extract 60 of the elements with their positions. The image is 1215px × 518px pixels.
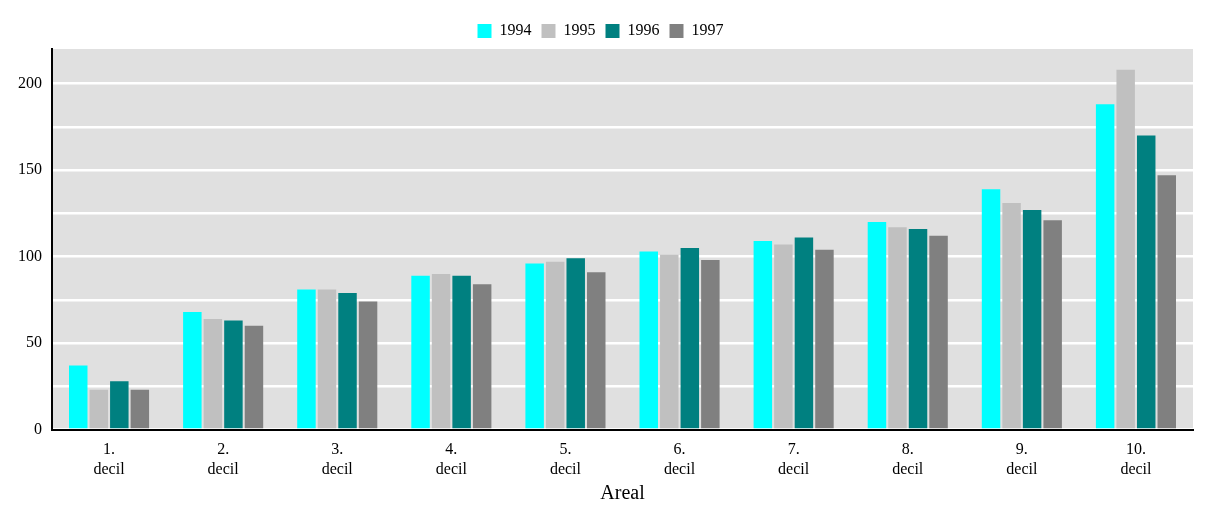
bar: [1136, 135, 1156, 429]
y-tick-label: 0: [34, 419, 42, 437]
bar: [1043, 220, 1062, 429]
bar: [680, 247, 700, 429]
x-axis-title: Areal: [600, 481, 646, 504]
bar: [203, 318, 223, 429]
y-tick-label: 100: [18, 246, 42, 264]
x-tick-label: 7. decil: [778, 440, 810, 477]
bar: [183, 311, 202, 429]
legend-label: 1996: [627, 21, 660, 39]
x-tick-label: 1. decil: [93, 440, 126, 477]
legend-label: 1995: [563, 21, 596, 39]
bar: [701, 260, 720, 429]
bar: [566, 258, 585, 429]
bar: [545, 261, 565, 429]
bar: [888, 227, 907, 429]
bar: [297, 289, 316, 429]
bar: [981, 189, 1001, 429]
bar: [929, 235, 948, 429]
bar: [815, 249, 834, 429]
bar: [472, 284, 492, 429]
bar: [525, 263, 544, 429]
bar: [1002, 202, 1021, 429]
y-tick-label: 200: [18, 73, 42, 91]
x-tick-label: 2. decil: [207, 440, 240, 477]
bar: [908, 228, 928, 429]
x-tick-label: 5. decil: [549, 440, 582, 477]
bar: [69, 365, 88, 429]
x-tick-label: 8. decil: [892, 440, 924, 477]
x-tick-label: 4. decil: [435, 440, 468, 477]
bar: [431, 273, 451, 429]
bar: [660, 254, 679, 429]
bar: [452, 275, 471, 429]
bar: [587, 272, 606, 429]
bar: [1116, 69, 1135, 429]
legend-label: 1994: [499, 21, 532, 39]
bar: [224, 320, 243, 429]
x-tick-label: 10. decil: [1120, 440, 1153, 477]
bar: [1095, 104, 1115, 429]
legend-label: 1997: [691, 21, 724, 39]
bar: [753, 241, 773, 429]
bar: [1022, 209, 1042, 429]
bar: [358, 301, 378, 429]
bar: [89, 389, 109, 429]
bar: [317, 289, 337, 429]
bar: [130, 389, 150, 429]
x-tick-label: 3. decil: [321, 440, 354, 477]
bar: [411, 275, 430, 429]
bar: [1157, 175, 1176, 429]
y-tick-label: 50: [26, 333, 42, 351]
bar: [639, 251, 658, 429]
x-tick-label: 9. decil: [1006, 440, 1038, 477]
bar: [244, 325, 264, 429]
bar: [338, 292, 357, 429]
y-tick-label: 150: [18, 160, 42, 178]
bar: [794, 237, 814, 429]
bar: [110, 381, 129, 429]
bar: [774, 244, 793, 429]
x-tick-label: 6. decil: [664, 440, 696, 477]
bar: [867, 222, 887, 429]
